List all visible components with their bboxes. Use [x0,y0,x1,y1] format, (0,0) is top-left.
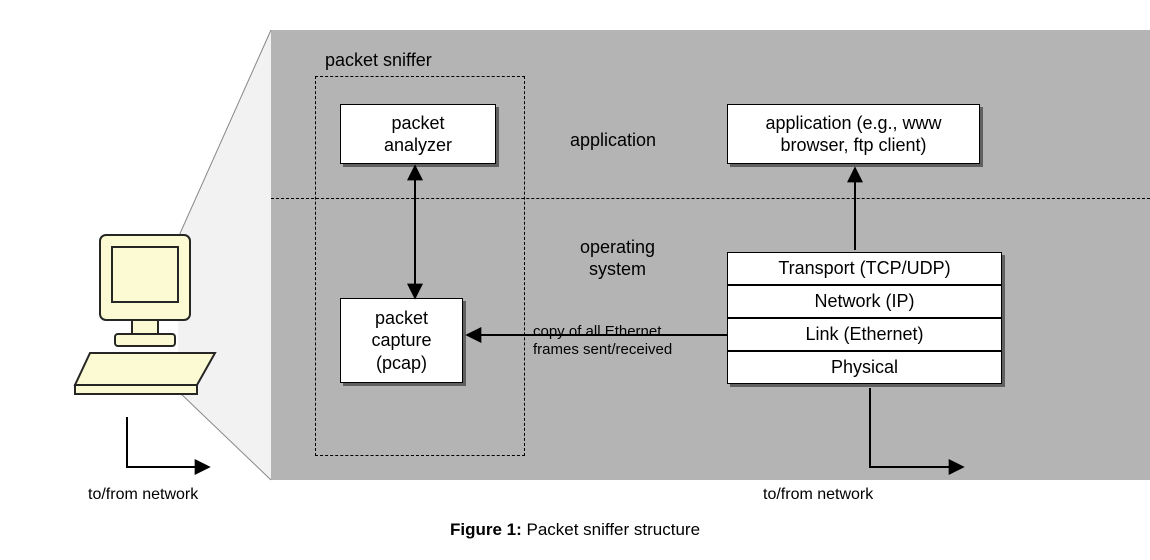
edge-3 [127,417,208,467]
stack-layer: Network (IP) [727,285,1002,318]
stack-layer: Physical [727,351,1002,384]
stack-layer-label: Physical [831,356,898,379]
layer-divider [271,198,1150,199]
stack-layer-label: Link (Ethernet) [805,323,923,346]
packet-analyzer-box: packet analyzer [340,104,496,164]
operating-system-label: operating system [580,237,655,280]
stack-layer: Link (Ethernet) [727,318,1002,351]
stack-layer: Transport (TCP/UDP) [727,252,1002,285]
network-stack: Transport (TCP/UDP) Network (IP) Link (Eth… [727,252,1002,384]
copy-frames-label: copy of all Ethernet frames sent/receive… [533,323,672,359]
packet-capture-box: packet capture (pcap) [340,298,463,383]
stack-layer-label: Transport (TCP/UDP) [778,257,950,280]
packet-capture-box-label: packet capture (pcap) [371,307,431,375]
figure-caption: Figure 1: Packet sniffer structure [0,520,1150,540]
application-box: application (e.g., www browser, ftp clie… [727,104,980,164]
to-from-network-left: to/from network [88,485,198,504]
diagram-canvas: packet analyzer packet capture (pcap) appl… [0,0,1150,560]
stack-layer-label: Network (IP) [814,290,914,313]
application-box-label: application (e.g., www browser, ftp clie… [765,112,941,157]
packet-sniffer-title: packet sniffer [325,50,432,72]
packet-analyzer-box-label: packet analyzer [384,112,452,157]
to-from-network-right: to/from network [763,485,873,504]
application-label: application [570,130,656,152]
